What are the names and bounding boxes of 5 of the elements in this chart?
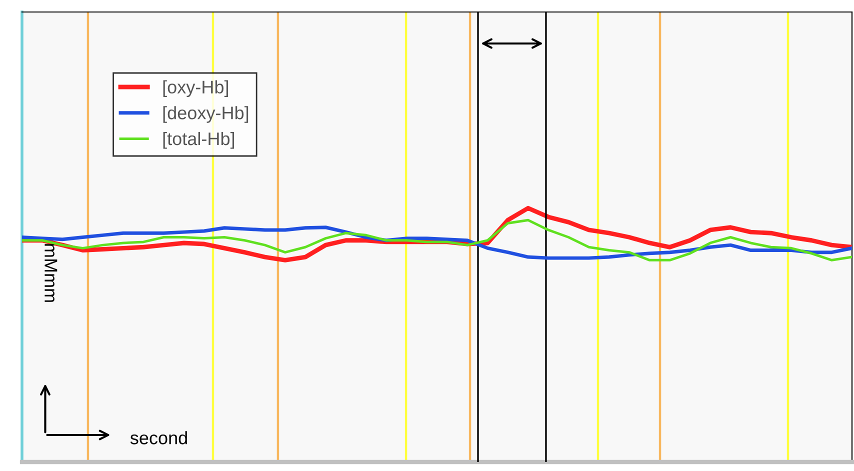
- text: second: [130, 431, 187, 444]
- legend-label: [total-Hb]: [163, 132, 234, 149]
- legend-label: [oxy-Hb]: [163, 80, 228, 98]
- legend-label: [deoxy-Hb]: [163, 106, 248, 123]
- y-axis-title: mMmm: [44, 244, 58, 302]
